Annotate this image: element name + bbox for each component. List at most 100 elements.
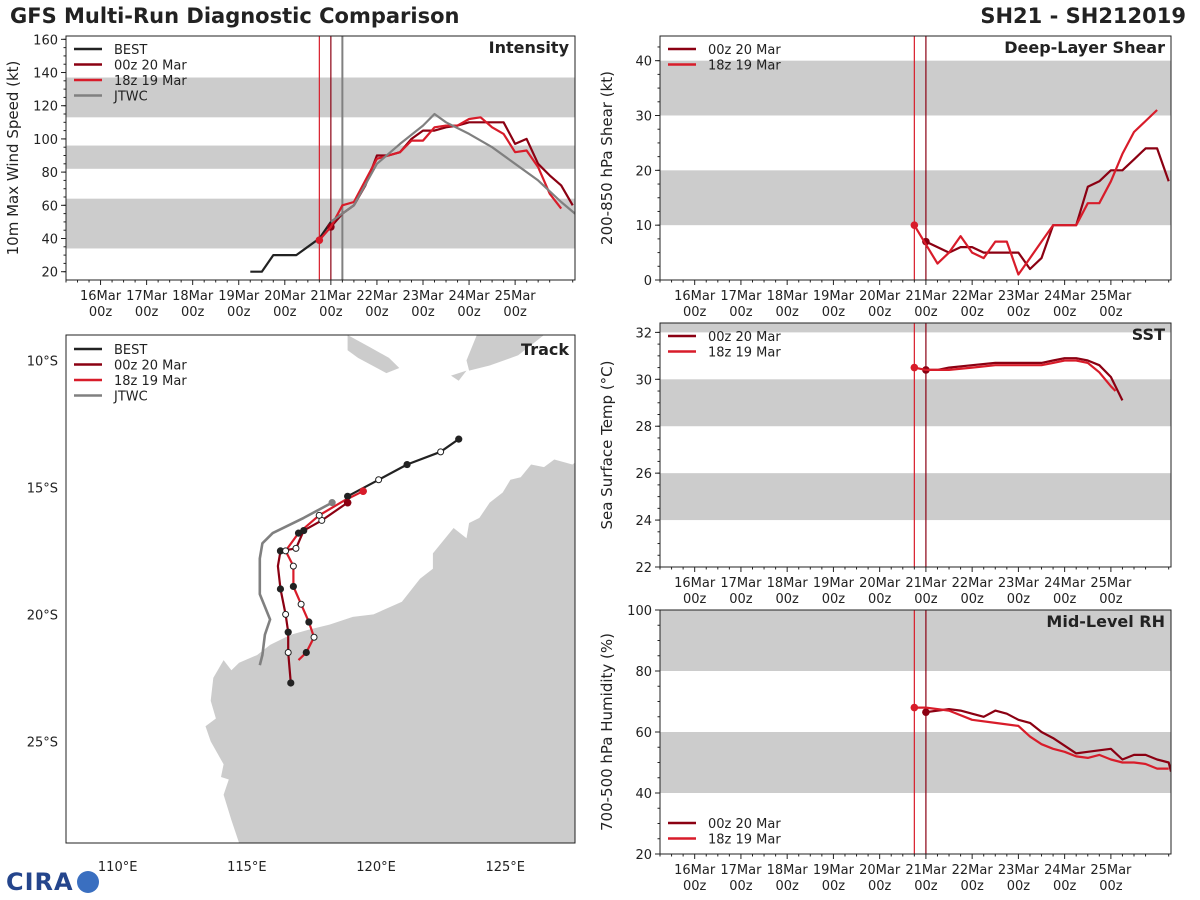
x-tick-label-day: 21Mar bbox=[905, 289, 947, 304]
track-point-open bbox=[437, 448, 445, 456]
y-tick-label: 20 bbox=[635, 164, 652, 179]
band-0 bbox=[660, 170, 1171, 226]
track-point-filled bbox=[305, 618, 313, 626]
x-tick-label-day: 18Mar bbox=[172, 289, 214, 304]
x-tick-label-day: 24Mar bbox=[1044, 863, 1086, 878]
x-tick-label-hour: 00z bbox=[822, 305, 846, 320]
track-point-filled bbox=[287, 679, 295, 687]
x-tick-label-hour: 00z bbox=[683, 592, 707, 607]
y-tick-label: 120 bbox=[33, 100, 58, 115]
track-point-open bbox=[315, 511, 323, 519]
band-2 bbox=[66, 77, 575, 118]
x-tick-label-day: 21Mar bbox=[905, 576, 947, 591]
x-tick-label-day: 22Mar bbox=[952, 289, 994, 304]
y-tick-label: 10 bbox=[635, 219, 652, 234]
x-tick-label-day: 20Mar bbox=[859, 576, 901, 591]
band-1 bbox=[660, 60, 1171, 116]
x-tick-label-hour: 00z bbox=[457, 305, 481, 320]
x-tick-label-day: 16Mar bbox=[674, 576, 716, 591]
x-tick-label-day: 20Mar bbox=[859, 289, 901, 304]
x-tick-label-day: 21Mar bbox=[310, 289, 352, 304]
cira-globe-icon bbox=[76, 871, 99, 893]
panel-intensity: 2040608010012014016016Mar00z17Mar00z18Ma… bbox=[4, 33, 576, 320]
plot-area bbox=[660, 610, 1171, 854]
x-tick-label-hour: 00z bbox=[1007, 305, 1031, 320]
x-tick-label-hour: 00z bbox=[729, 592, 753, 607]
y-tick-label: 40 bbox=[635, 55, 652, 70]
lat-tick-label: 25°S bbox=[27, 735, 58, 750]
legend-label: JTWC bbox=[113, 390, 148, 405]
track-point-open bbox=[289, 562, 297, 570]
x-tick-label-day: 25Mar bbox=[495, 289, 537, 304]
x-tick-label-day: 23Mar bbox=[998, 289, 1040, 304]
map-area bbox=[205, 335, 575, 843]
y-tick-label: 160 bbox=[33, 33, 58, 48]
panel-title: SST bbox=[1132, 325, 1165, 344]
x-tick-label-hour: 00z bbox=[181, 305, 205, 320]
x-tick-label-hour: 00z bbox=[914, 879, 938, 894]
cira-logo-text: CIRA bbox=[6, 868, 74, 896]
y-tick-label: 40 bbox=[41, 233, 58, 248]
x-tick-label-day: 19Mar bbox=[813, 289, 855, 304]
plot-area bbox=[66, 36, 575, 280]
x-tick-label-hour: 00z bbox=[775, 305, 799, 320]
series-18z-19-Mar bbox=[914, 706, 1169, 770]
x-tick-label-day: 19Mar bbox=[813, 863, 855, 878]
track-00z-20-Mar bbox=[276, 501, 349, 684]
track-point-filled bbox=[294, 529, 303, 537]
series-18z-19-Mar bbox=[914, 359, 1117, 392]
panel-title: Mid-Level RH bbox=[1046, 612, 1165, 631]
x-tick-label-day: 16Mar bbox=[674, 289, 716, 304]
y-tick-label: 22 bbox=[635, 561, 652, 576]
track-point-open bbox=[292, 544, 300, 552]
x-tick-label-hour: 00z bbox=[1099, 305, 1123, 320]
legend-label: BEST bbox=[114, 43, 147, 58]
x-tick-label-hour: 00z bbox=[683, 879, 707, 894]
y-tick-label: 100 bbox=[33, 133, 58, 148]
y-axis-label: 10m Max Wind Speed (kt) bbox=[4, 61, 22, 256]
x-tick-label-hour: 00z bbox=[1007, 592, 1031, 607]
x-tick-label-day: 17Mar bbox=[720, 863, 762, 878]
x-tick-label-day: 18Mar bbox=[767, 289, 809, 304]
y-tick-label: 24 bbox=[635, 514, 652, 529]
land-australia bbox=[205, 459, 575, 843]
y-tick-label: 32 bbox=[635, 326, 652, 341]
track-point-open bbox=[282, 547, 290, 555]
plot-area bbox=[660, 36, 1171, 280]
x-tick-label-hour: 00z bbox=[775, 592, 799, 607]
panel-rh: 2040608010016Mar00z17Mar00z18Mar00z19Mar… bbox=[598, 604, 1172, 894]
x-tick-label-hour: 00z bbox=[1099, 879, 1123, 894]
track-point-open bbox=[297, 600, 305, 608]
track-point-open bbox=[284, 649, 292, 656]
x-tick-label-day: 24Mar bbox=[449, 289, 491, 304]
y-tick-label: 0 bbox=[644, 274, 652, 289]
y-axis-label: Sea Surface Temp (°C) bbox=[598, 360, 616, 529]
panel-title: Deep-Layer Shear bbox=[1004, 38, 1165, 57]
track-JTWC bbox=[258, 501, 333, 666]
series-start-point bbox=[910, 221, 919, 229]
band-2 bbox=[660, 323, 1171, 333]
x-tick-label-hour: 00z bbox=[273, 305, 297, 320]
x-tick-label-day: 23Mar bbox=[998, 576, 1040, 591]
panel-frame bbox=[65, 35, 576, 281]
series-JTWC bbox=[330, 112, 575, 223]
x-tick-label-hour: 00z bbox=[411, 305, 435, 320]
lat-tick-label: 15°S bbox=[27, 481, 58, 496]
y-tick-label: 80 bbox=[41, 166, 58, 181]
land-sumba bbox=[347, 335, 400, 374]
band-1 bbox=[660, 379, 1171, 427]
series-00z-20-Mar bbox=[925, 357, 1124, 401]
lat-tick-label: 20°S bbox=[27, 608, 58, 623]
legend-label: 18z 19 Mar bbox=[708, 346, 781, 361]
series-start-point bbox=[315, 236, 324, 244]
track-point-open bbox=[282, 610, 290, 618]
x-tick-label-day: 24Mar bbox=[1044, 289, 1086, 304]
y-tick-label: 60 bbox=[635, 726, 652, 741]
panel-track: 110°E 115°E 120°E 125°E 10°S 15°S 20°S 25°S Trac… bbox=[27, 334, 576, 875]
legend-label: 00z 20 Mar bbox=[708, 330, 781, 345]
legend-label: JTWC bbox=[113, 90, 148, 105]
legend-label: 00z 20 Mar bbox=[708, 43, 781, 58]
y-axis-label: 200-850 hPa Shear (kt) bbox=[598, 71, 616, 245]
y-tick-label: 20 bbox=[41, 266, 58, 281]
